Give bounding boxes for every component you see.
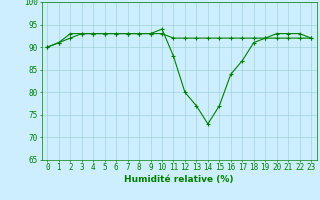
X-axis label: Humidité relative (%): Humidité relative (%) — [124, 175, 234, 184]
